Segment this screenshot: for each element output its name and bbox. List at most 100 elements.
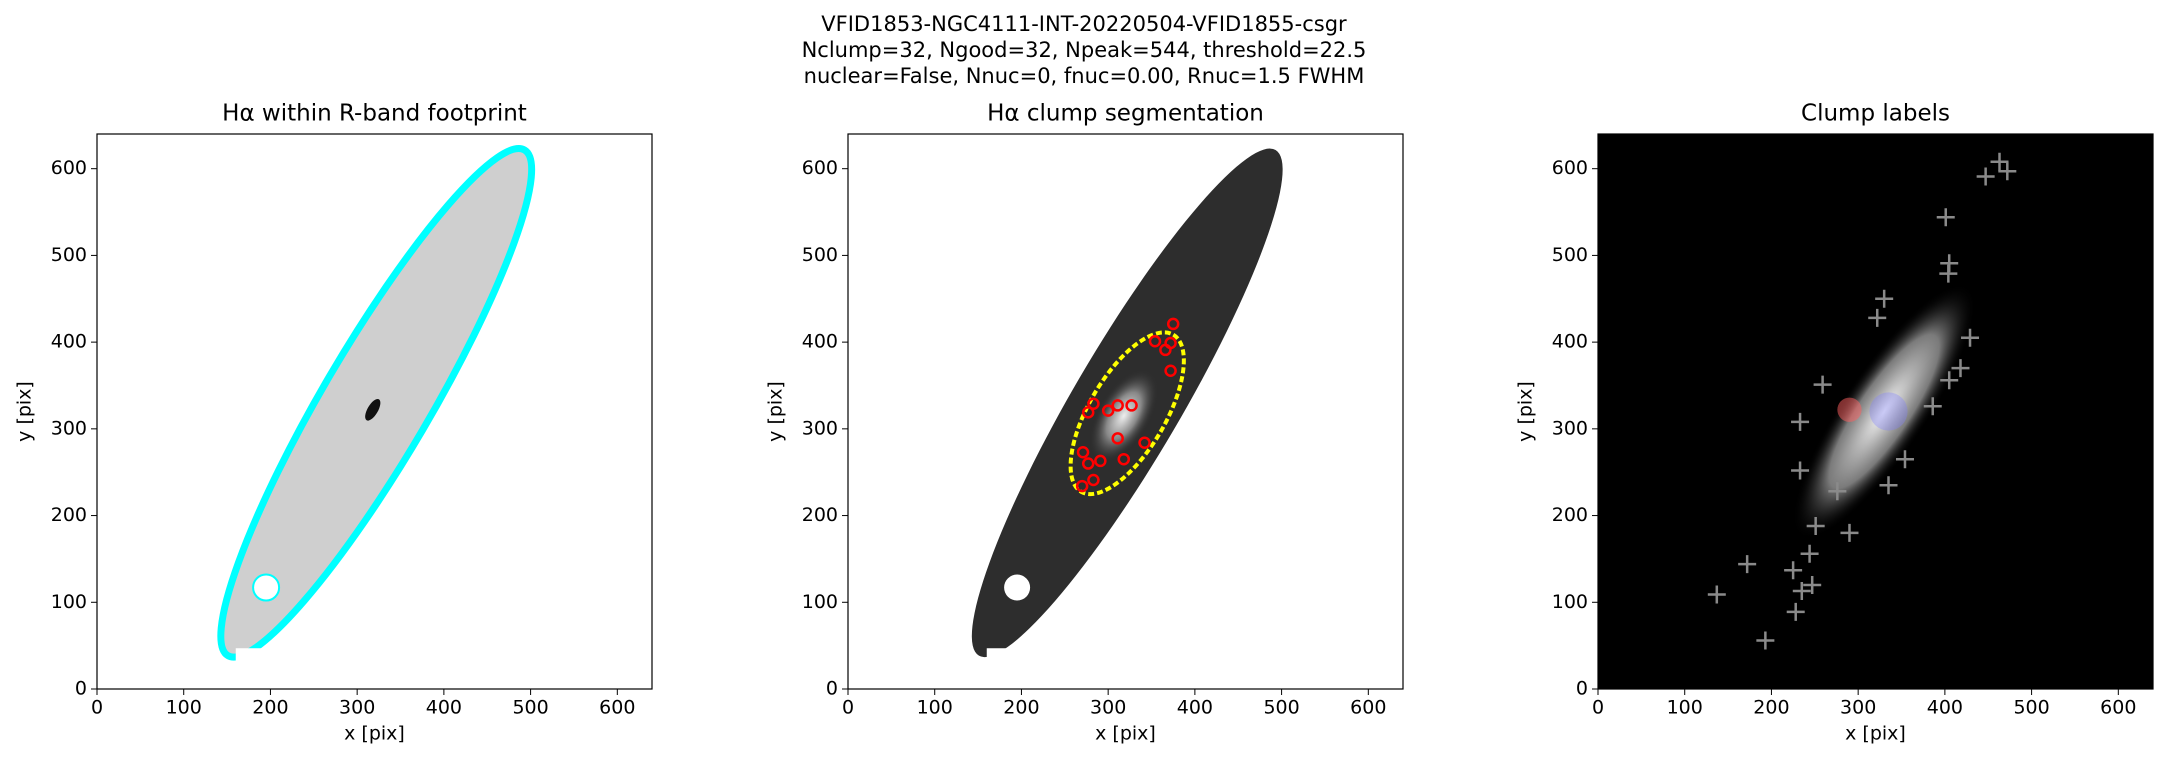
x-tick-label: 0 [842, 697, 854, 719]
clump-marker [1803, 575, 1822, 594]
x-tick-label: 100 [166, 697, 202, 719]
clump-marker [1087, 473, 1100, 487]
y-tick-label: 600 [1552, 157, 1588, 179]
clump-marker [1081, 406, 1095, 419]
clump-marker [1111, 432, 1124, 445]
x-tick-label: 200 [252, 697, 288, 719]
clump-marker [1868, 308, 1887, 327]
axes-title: Hα within R-band footprint [222, 101, 527, 127]
x-tick-label: 300 [1840, 697, 1876, 719]
y-tick-label: 500 [802, 244, 838, 266]
x-tick-label: 400 [1177, 697, 1213, 719]
clump-marker [1756, 631, 1775, 650]
x-tick-label: 200 [1003, 697, 1039, 719]
y-tick-label: 0 [826, 678, 838, 700]
clump-marker [1936, 208, 1955, 227]
masked-region [986, 648, 1039, 689]
x-tick-label: 600 [1350, 697, 1386, 719]
clump-marker [1707, 585, 1726, 604]
y-tick-label: 200 [51, 504, 87, 526]
clump-marker [1990, 152, 2009, 171]
x-tick-label: 0 [1592, 697, 1604, 719]
clump-marker [1875, 289, 1894, 308]
y-tick-label: 300 [51, 417, 87, 439]
suptitle: VFID1853-NGC4111-INT-20220504-VFID1855-c… [821, 12, 1347, 36]
clump-marker [1166, 317, 1180, 331]
y-tick-label: 500 [1552, 244, 1588, 266]
x-axis-label: x [pix] [1845, 723, 1906, 745]
y-tick-label: 400 [51, 331, 87, 353]
y-axis-label: y [pix] [765, 381, 787, 442]
clump-marker [1111, 399, 1124, 412]
x-tick-label: 400 [426, 697, 462, 719]
y-tick-label: 500 [51, 244, 87, 266]
x-axis-label: x [pix] [344, 723, 405, 745]
clump-marker [1738, 555, 1757, 574]
suptitle: Nclump=32, Ngood=32, Npeak=544, threshol… [802, 38, 1367, 62]
y-tick-label: 400 [1552, 331, 1588, 353]
axes-frame [847, 133, 1404, 690]
x-tick-label: 600 [2100, 697, 2136, 719]
label-region [1869, 392, 1908, 431]
x-tick-label: 0 [91, 697, 103, 719]
clump-marker [1786, 602, 1805, 621]
y-tick-label: 100 [802, 591, 838, 613]
x-tick-label: 300 [339, 697, 375, 719]
x-tick-label: 400 [1927, 697, 1963, 719]
y-tick-label: 200 [1552, 504, 1588, 526]
suptitle: nuclear=False, Nnuc=0, fnuc=0.00, Rnuc=1… [804, 64, 1365, 88]
y-tick-label: 0 [75, 678, 87, 700]
x-tick-label: 100 [1667, 697, 1703, 719]
image-panel [848, 134, 1403, 689]
clump-marker [1800, 544, 1819, 563]
clump-marker [1791, 461, 1810, 480]
x-tick-label: 100 [917, 697, 953, 719]
x-tick-label: 500 [512, 697, 548, 719]
clump-marker [1791, 412, 1810, 431]
y-tick-label: 300 [802, 417, 838, 439]
clump-marker [1895, 450, 1914, 469]
image-panel [97, 134, 652, 689]
clump-marker [1101, 404, 1115, 417]
y-tick-label: 0 [1576, 678, 1588, 700]
clump-marker [1138, 436, 1151, 449]
axes-frame [96, 133, 653, 690]
y-tick-label: 100 [1552, 591, 1588, 613]
x-axis-label: x [pix] [1095, 723, 1156, 745]
clump-marker [1125, 399, 1138, 412]
image-panel [1598, 134, 2153, 689]
x-tick-label: 600 [599, 697, 635, 719]
label-region [1837, 397, 1862, 422]
clump-marker [1792, 582, 1811, 601]
clump-marker [1940, 371, 1959, 390]
clump-marker [1087, 397, 1100, 410]
clump-marker [1076, 446, 1090, 459]
clump-marker [1951, 359, 1970, 378]
axes-title: Hα clump segmentation [987, 101, 1264, 127]
clump-marker [1998, 162, 2017, 181]
masked-star [1004, 574, 1031, 601]
clump-marker [1879, 476, 1898, 495]
masked-star [252, 573, 281, 602]
y-tick-label: 100 [51, 591, 87, 613]
axes-title: Clump labels [1801, 101, 1950, 127]
galaxy-core [1089, 369, 1159, 463]
label-image [1792, 283, 1976, 540]
x-tick-label: 500 [2013, 697, 2049, 719]
clump-marker [1784, 561, 1803, 580]
clump-marker [1094, 454, 1107, 468]
clump-marker [1828, 482, 1847, 501]
x-tick-label: 300 [1090, 697, 1126, 719]
clump-marker [1148, 335, 1162, 348]
y-tick-label: 300 [1552, 417, 1588, 439]
y-tick-label: 400 [802, 331, 838, 353]
masked-region [235, 648, 288, 689]
y-tick-label: 200 [802, 504, 838, 526]
y-axis-label: y [pix] [1515, 381, 1537, 442]
clump-marker [1813, 375, 1832, 394]
y-axis-label: y [pix] [14, 381, 36, 442]
y-tick-label: 600 [802, 157, 838, 179]
clump-marker [1840, 523, 1859, 542]
clump-marker [1923, 397, 1942, 416]
